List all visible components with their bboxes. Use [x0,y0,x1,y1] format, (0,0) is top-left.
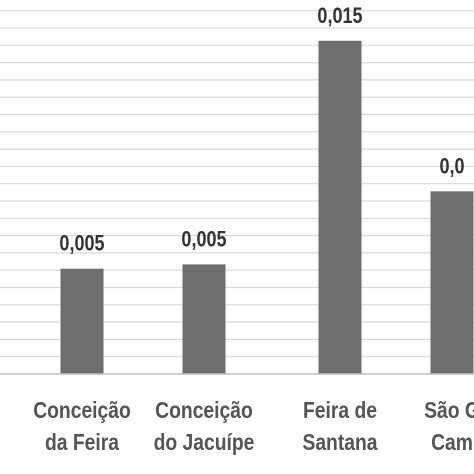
data-label-3: 0,0 [439,155,464,179]
x-tick-labels: Conceição da Feira Conceição do Jacuípe Feir… [33,399,474,456]
x-tick-label-3-0: São G [424,399,474,424]
x-tick-label-2-0: Feira de [303,399,377,424]
bar-3 [430,191,474,374]
x-tick-label-3-1: Cam [431,431,473,456]
x-tick-label-1-0: Conceição [155,399,253,424]
data-labels: 0,005 0,005 0,015 0,0 [59,4,464,256]
bar-series [60,40,474,375]
data-label-0: 0,005 [59,232,104,256]
data-label-2: 0,015 [317,4,362,28]
bar-2 [318,40,362,375]
bar-0 [60,268,104,374]
x-tick-label-0-0: Conceição [33,399,131,424]
x-tick-label-1-1: do Jacuípe [154,431,255,456]
x-tick-label-0-1: da Feira [45,431,119,456]
data-label-1: 0,005 [181,228,226,252]
bar-1 [182,264,226,374]
x-tick-label-2-1: Santana [302,431,377,456]
